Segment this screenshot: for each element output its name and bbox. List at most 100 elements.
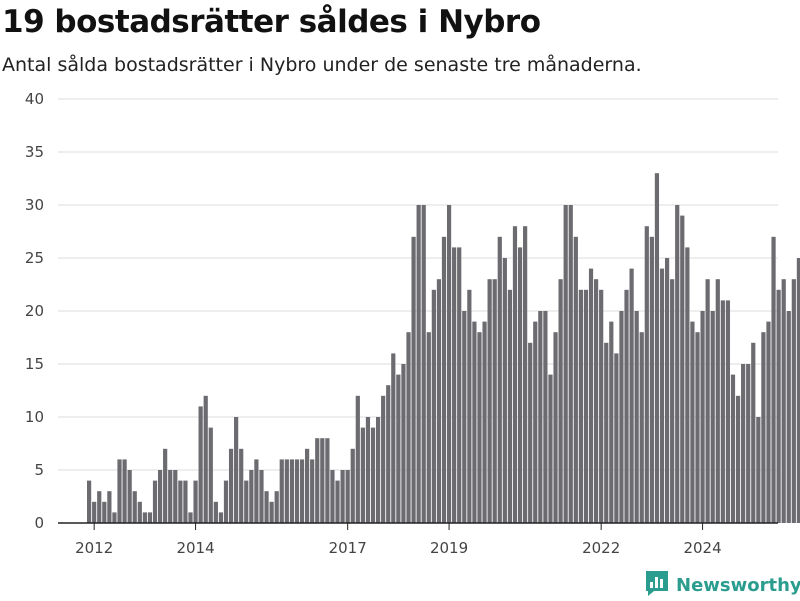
bar — [553, 332, 558, 523]
bar — [117, 459, 122, 523]
bar — [178, 480, 183, 523]
bar — [705, 279, 710, 523]
bar — [548, 374, 553, 523]
bar — [492, 279, 497, 523]
bar — [741, 364, 746, 523]
bar — [142, 512, 147, 523]
bar — [756, 417, 761, 523]
bar — [350, 448, 355, 523]
bar — [370, 427, 376, 523]
bar — [568, 205, 573, 523]
bar — [305, 448, 310, 523]
bar — [786, 311, 791, 523]
bar — [690, 321, 695, 523]
bar — [477, 332, 482, 523]
bar — [472, 321, 477, 523]
bar — [223, 480, 229, 523]
chart-subtitle: Antal sålda bostadsrätter i Nybro under … — [2, 54, 642, 76]
x-axis-ticks: 2012 2014 2017 2019 2022 2024 — [75, 523, 722, 557]
bar — [375, 417, 381, 523]
bar — [533, 321, 538, 523]
bar — [659, 268, 665, 523]
bar — [396, 374, 401, 523]
bar — [685, 247, 690, 523]
bar — [695, 332, 700, 523]
bar — [244, 480, 249, 523]
bar — [482, 321, 487, 523]
bar — [218, 512, 224, 523]
bar — [446, 205, 452, 523]
brand-name: Newsworthy — [676, 574, 800, 596]
y-tick-label: 10 — [25, 408, 44, 426]
bar — [274, 491, 279, 523]
bar — [543, 311, 548, 523]
bar — [771, 236, 776, 524]
bar — [649, 236, 654, 524]
y-tick-label: 20 — [25, 302, 44, 320]
bars — [87, 173, 800, 524]
bar — [664, 258, 670, 523]
bar — [558, 279, 563, 523]
bar — [239, 448, 244, 523]
bar — [563, 205, 568, 523]
bar — [208, 427, 213, 523]
bar — [781, 279, 786, 523]
bar — [315, 438, 320, 523]
bar — [289, 459, 294, 523]
y-tick-label: 0 — [34, 514, 44, 532]
bar — [284, 459, 289, 523]
bar — [157, 470, 163, 523]
bar — [512, 226, 518, 523]
bar — [365, 417, 371, 523]
bar — [528, 342, 533, 523]
bar — [457, 247, 462, 523]
x-tick-label: 2019 — [430, 539, 468, 557]
y-tick-label: 30 — [25, 196, 44, 214]
bar — [406, 332, 411, 523]
bar — [497, 236, 502, 524]
bar — [523, 226, 528, 523]
brand-logo[interactable]: Newsworthy — [644, 569, 800, 601]
bar-chart-logo-icon — [644, 569, 670, 601]
bar — [213, 501, 218, 523]
bar — [355, 395, 360, 523]
bar — [467, 289, 472, 523]
bar — [421, 205, 426, 523]
bar — [604, 342, 609, 523]
bar — [234, 417, 239, 523]
bar — [791, 279, 796, 523]
bar — [203, 395, 208, 523]
bar — [710, 311, 715, 523]
bar — [97, 491, 102, 523]
x-tick-label: 2014 — [176, 539, 214, 557]
bar — [198, 406, 203, 523]
y-tick-label: 35 — [25, 143, 44, 161]
bar — [629, 268, 634, 523]
bar — [163, 448, 168, 523]
x-tick-label: 2017 — [329, 539, 367, 557]
bar — [299, 459, 305, 523]
bar — [634, 311, 639, 523]
bar — [188, 512, 193, 523]
bar — [680, 215, 685, 523]
bar — [335, 480, 340, 523]
bar — [746, 364, 751, 523]
y-tick-label: 15 — [25, 355, 44, 373]
bar — [441, 236, 447, 524]
bar — [487, 279, 492, 523]
bar — [391, 353, 396, 523]
bar — [228, 448, 234, 523]
bar — [796, 258, 800, 523]
bar — [183, 480, 188, 523]
bar — [594, 279, 599, 523]
bar — [654, 173, 660, 523]
bar — [588, 268, 594, 523]
bar — [320, 438, 325, 523]
bar — [411, 236, 416, 524]
y-tick-label: 40 — [25, 90, 44, 108]
bar — [269, 501, 274, 523]
bar — [730, 374, 736, 523]
bar — [254, 459, 259, 523]
bar — [345, 470, 350, 523]
